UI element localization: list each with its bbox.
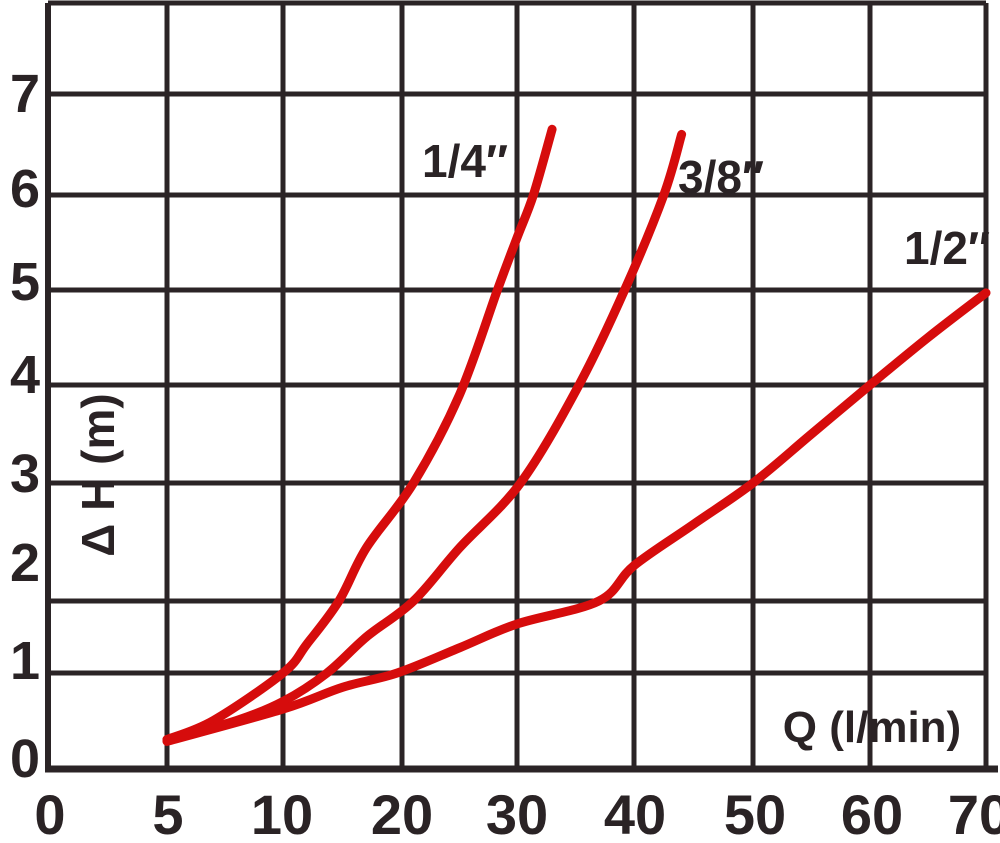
curve-three-eighth-inch xyxy=(162,129,687,744)
curve-label-quarter-inch: 1/4″ xyxy=(422,135,508,187)
y-tick-label: 3 xyxy=(10,444,40,504)
x-tick-label: 10 xyxy=(251,783,313,843)
x-tick-label: 20 xyxy=(371,783,433,843)
x-tick-label: 40 xyxy=(604,783,666,843)
y-tick-label: 0 xyxy=(10,729,40,789)
x-tick-label: 60 xyxy=(841,783,903,843)
x-tick-label: 70 xyxy=(948,783,1000,843)
y-tick-label: 5 xyxy=(10,252,40,312)
curve-quarter-inch xyxy=(162,124,557,744)
y-axis-title: Δ H (m) xyxy=(72,393,124,556)
x-tick-label: 5 xyxy=(152,783,183,843)
x-tick-label: 30 xyxy=(486,783,548,843)
y-tick-label: 2 xyxy=(10,533,40,593)
x-tick-label: 0 xyxy=(34,783,65,843)
x-axis-title: Q (l/min) xyxy=(783,703,961,752)
curve-half-inch xyxy=(162,288,991,746)
curve-label-half-inch: 1/2″ xyxy=(904,222,990,274)
y-tick-label: 4 xyxy=(10,345,40,405)
y-tick-label: 7 xyxy=(10,64,40,124)
y-tick-label: 6 xyxy=(10,159,40,219)
curve-label-three-eighth-inch: 3/8″ xyxy=(678,151,764,203)
x-tick-label: 50 xyxy=(724,783,786,843)
y-tick-label: 1 xyxy=(10,631,40,691)
